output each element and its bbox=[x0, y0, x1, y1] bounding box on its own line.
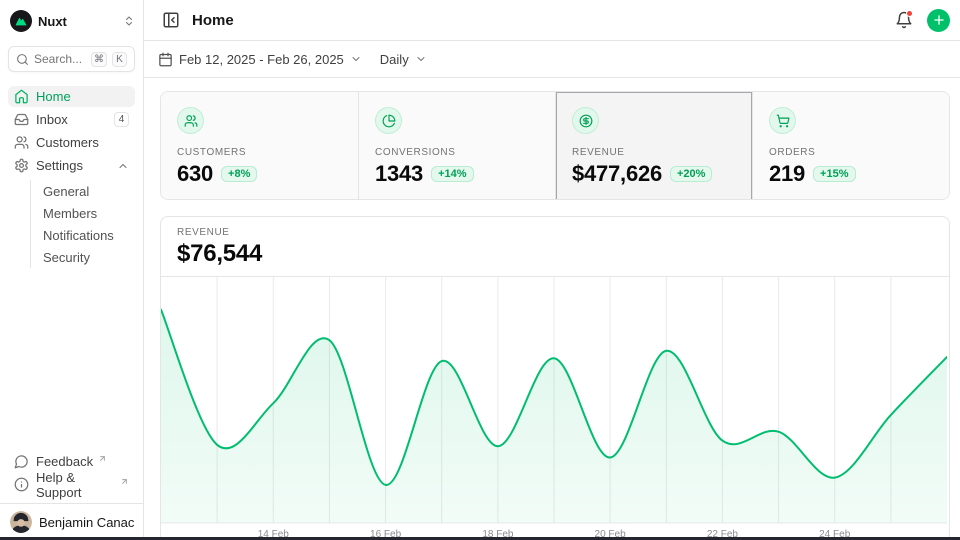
stat-value: 219 bbox=[769, 161, 805, 187]
chevrons-up-down-icon bbox=[123, 15, 135, 27]
stat-card-customers[interactable]: CUSTOMERS 630 +8% bbox=[161, 92, 358, 200]
stat-change-badge: +15% bbox=[813, 166, 855, 182]
sidebar-item-customers[interactable]: Customers bbox=[8, 132, 135, 153]
workspace-name: Nuxt bbox=[38, 14, 117, 29]
nuxt-logo-icon bbox=[10, 10, 32, 32]
user-menu[interactable]: Benjamin Canac bbox=[0, 503, 143, 540]
sidebar-item-notifications[interactable]: Notifications bbox=[43, 224, 135, 246]
sidebar-item-label: Settings bbox=[36, 158, 110, 173]
sidebar-item-general[interactable]: General bbox=[43, 180, 135, 202]
stat-change-badge: +20% bbox=[670, 166, 712, 182]
search-input[interactable] bbox=[34, 52, 86, 66]
message-bubble-icon bbox=[14, 454, 29, 469]
info-circle-icon bbox=[14, 477, 29, 492]
pie-chart-icon bbox=[375, 107, 402, 134]
page-title: Home bbox=[192, 12, 883, 29]
stat-value: 1343 bbox=[375, 161, 423, 187]
gear-icon bbox=[14, 158, 29, 173]
users-icon bbox=[177, 107, 204, 134]
sidebar-item-home[interactable]: Home bbox=[8, 86, 135, 107]
sidebar-item-settings[interactable]: Settings bbox=[8, 155, 135, 176]
kbd-k: K bbox=[112, 52, 127, 67]
sidebar-footer: Feedback Help & Support bbox=[0, 447, 143, 503]
stat-change-badge: +14% bbox=[431, 166, 473, 182]
home-icon bbox=[14, 89, 29, 104]
help-support-label: Help & Support bbox=[36, 470, 115, 500]
sidebar-spacer bbox=[0, 272, 143, 447]
kbd-meta: ⌘ bbox=[91, 52, 107, 67]
calendar-icon bbox=[158, 52, 173, 67]
sidebar-item-label: Customers bbox=[36, 135, 129, 150]
notification-dot bbox=[906, 10, 913, 17]
shopping-cart-icon bbox=[769, 107, 796, 134]
revenue-chart-card: REVENUE $76,544 14 Feb16 Feb18 Feb20 Feb… bbox=[160, 216, 950, 540]
collapse-sidebar-button[interactable] bbox=[158, 7, 184, 33]
stats-grid: CUSTOMERS 630 +8% CONVERSIONS 1343 +14% bbox=[160, 91, 950, 200]
dashboard-content: CUSTOMERS 630 +8% CONVERSIONS 1343 +14% bbox=[144, 78, 960, 540]
sidebar-item-inbox[interactable]: Inbox 4 bbox=[8, 109, 135, 130]
search-input-container[interactable]: ⌘ K bbox=[8, 46, 135, 72]
dollar-circle-icon bbox=[572, 107, 599, 134]
date-range-label: Feb 12, 2025 - Feb 26, 2025 bbox=[179, 52, 344, 67]
workspace-switcher[interactable]: Nuxt bbox=[0, 0, 143, 40]
external-link-icon bbox=[98, 454, 107, 463]
main-area: Home Feb 12, 2025 - Feb 26, 2025 Daily bbox=[144, 0, 960, 540]
stat-card-revenue[interactable]: REVENUE $477,626 +20% bbox=[555, 92, 752, 200]
notifications-button[interactable] bbox=[891, 7, 917, 33]
feedback-label: Feedback bbox=[36, 454, 93, 469]
users-icon bbox=[14, 135, 29, 150]
sidebar-item-label: Inbox bbox=[36, 112, 107, 127]
sidebar: Nuxt ⌘ K Home Inbo bbox=[0, 0, 144, 540]
stat-label: CUSTOMERS bbox=[177, 147, 342, 158]
chevron-down-icon bbox=[415, 53, 427, 65]
period-label: Daily bbox=[380, 52, 409, 67]
revenue-area-chart[interactable]: 14 Feb16 Feb18 Feb20 Feb22 Feb24 Feb bbox=[161, 277, 949, 540]
settings-subnav: General Members Notifications Security bbox=[30, 180, 135, 268]
sidebar-nav: Home Inbox 4 Customers Settings bbox=[0, 82, 143, 272]
stat-change-badge: +8% bbox=[221, 166, 257, 182]
inbox-count-badge: 4 bbox=[114, 112, 129, 127]
inbox-icon bbox=[14, 112, 29, 127]
chevron-down-icon bbox=[350, 53, 362, 65]
external-link-icon bbox=[120, 477, 129, 486]
user-name: Benjamin Canac bbox=[39, 515, 134, 530]
chart-metric-label: REVENUE bbox=[177, 227, 933, 238]
stat-value: $477,626 bbox=[572, 161, 662, 187]
help-support-link[interactable]: Help & Support bbox=[8, 474, 135, 495]
sidebar-item-members[interactable]: Members bbox=[43, 202, 135, 224]
chevron-up-icon bbox=[117, 160, 129, 172]
avatar bbox=[10, 511, 32, 533]
search-icon bbox=[16, 53, 29, 66]
stat-label: ORDERS bbox=[769, 147, 933, 158]
period-select[interactable]: Daily bbox=[380, 52, 427, 67]
sidebar-item-label: Home bbox=[36, 89, 129, 104]
stat-label: CONVERSIONS bbox=[375, 147, 539, 158]
chart-header: REVENUE $76,544 bbox=[161, 217, 949, 277]
page-header: Home bbox=[144, 0, 960, 41]
app-window: Nuxt ⌘ K Home Inbo bbox=[0, 0, 960, 540]
filter-toolbar: Feb 12, 2025 - Feb 26, 2025 Daily bbox=[144, 41, 960, 78]
stat-card-conversions[interactable]: CONVERSIONS 1343 +14% bbox=[358, 92, 555, 200]
create-button[interactable] bbox=[927, 9, 950, 32]
stat-label: REVENUE bbox=[572, 147, 736, 158]
area-chart-svg[interactable]: 14 Feb16 Feb18 Feb20 Feb22 Feb24 Feb bbox=[161, 277, 947, 540]
stat-card-orders[interactable]: ORDERS 219 +15% bbox=[752, 92, 949, 200]
date-range-picker[interactable]: Feb 12, 2025 - Feb 26, 2025 bbox=[158, 52, 362, 67]
chart-metric-value: $76,544 bbox=[177, 240, 933, 268]
sidebar-item-security[interactable]: Security bbox=[43, 246, 135, 268]
plus-icon bbox=[932, 13, 946, 27]
stat-value: 630 bbox=[177, 161, 213, 187]
